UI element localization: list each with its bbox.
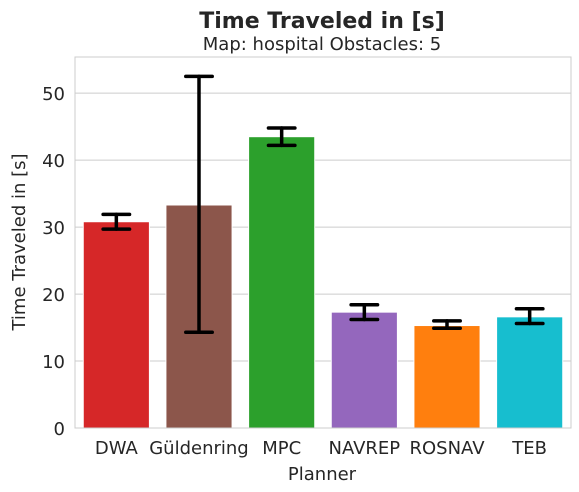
y-tick-label: 50	[42, 84, 65, 105]
x-tick-label: TEB	[511, 438, 547, 459]
bar-rosnav	[413, 325, 481, 429]
error-bar-güldenring	[184, 74, 214, 334]
x-axis-label: Planner	[288, 464, 357, 485]
plot-frame	[74, 56, 572, 429]
x-ticks: DWA Güldenring MPC NAVREP ROSNAV TEB	[95, 438, 547, 459]
y-ticks: 0 10 20 30 40 50	[42, 84, 65, 440]
y-tick-label: 10	[42, 352, 65, 373]
error-bar-teb	[514, 307, 545, 326]
bar-teb	[496, 316, 564, 429]
chart-title: Time Traveled in [s]	[199, 9, 445, 34]
x-tick-label: NAVREP	[328, 438, 400, 459]
error-bar-dwa	[101, 212, 132, 231]
chart-subtitle: Map: hospital Obstacles: 5	[203, 34, 441, 55]
error-bar-rosnav	[432, 319, 462, 330]
bar-mpc	[248, 136, 316, 429]
y-tick-label: 0	[54, 419, 65, 440]
bar-navrep	[330, 311, 398, 429]
y-tick-label: 40	[42, 151, 65, 172]
x-tick-label: MPC	[262, 438, 301, 459]
bar-dwa	[82, 221, 150, 429]
y-axis-label: Time Traveled in [s]	[9, 153, 30, 331]
y-tick-label: 20	[42, 285, 65, 306]
x-tick-label: ROSNAV	[409, 438, 485, 459]
y-tick-label: 30	[42, 218, 65, 239]
x-tick-label: DWA	[95, 438, 139, 459]
x-tick-label: Güldenring	[149, 438, 249, 459]
bars	[82, 136, 564, 429]
error-bar-mpc	[266, 126, 297, 148]
error-bar-navrep	[349, 303, 380, 322]
error-bars	[101, 74, 545, 334]
